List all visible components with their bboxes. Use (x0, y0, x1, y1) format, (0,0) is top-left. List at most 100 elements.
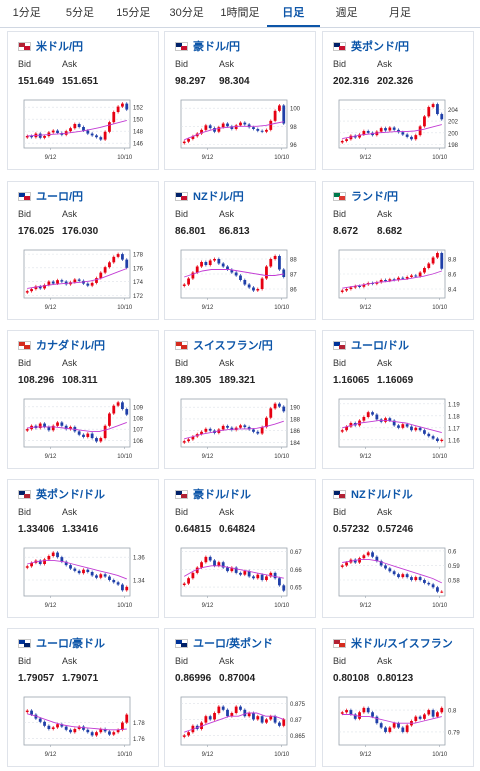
candle-body (265, 266, 268, 279)
pair-name[interactable]: 英ポンド/ドル (36, 489, 106, 501)
price-chart[interactable]: 88 87 86 9/12 10/10 (179, 248, 311, 312)
tab-timeframe[interactable]: 5分足 (65, 7, 95, 19)
price-chart[interactable]: 1.78 1.76 9/12 10/10 (22, 695, 154, 759)
candle-body (43, 721, 46, 726)
currency-card[interactable]: 米ドル/スイスフラン Bid Ask 0.80108 0.80123 0.8 0.79 9/1… (322, 628, 474, 767)
price-chart[interactable]: 0.8 0.79 9/12 10/10 (337, 695, 469, 759)
pair-name[interactable]: NZドル/円 (193, 191, 244, 203)
price-chart[interactable]: 8.8 8.6 8.4 9/12 10/10 (337, 248, 469, 312)
price-chart[interactable]: 1.19 1.18 1.17 1.16 9/12 10/10 (337, 397, 469, 461)
candle-body (405, 725, 409, 732)
candle-body (278, 256, 281, 270)
plot-frame (338, 398, 446, 448)
candle-body (423, 268, 426, 273)
candle-body (349, 710, 353, 715)
currency-card[interactable]: 英ポンド/ドル Bid Ask 1.33406 1.33416 1.36 1.34 9/12 1… (7, 479, 159, 618)
candle-body (230, 269, 234, 273)
bid-label: Bid (18, 358, 32, 368)
pair-name[interactable]: ユーロ/円 (36, 191, 84, 203)
pair-name[interactable]: ユーロ/英ポンド (193, 638, 274, 650)
price-chart[interactable]: 109 108 107 106 9/12 10/10 (22, 397, 154, 461)
pair-name[interactable]: ユーロ/豪ドル (36, 638, 106, 650)
currency-card[interactable]: ユーロ/豪ドル Bid Ask 1.79057 1.79071 1.78 1.76 9/12 1… (7, 628, 159, 767)
tab-timeframe[interactable]: 月足 (388, 7, 411, 19)
tab-timeframe[interactable]: 15分足 (116, 7, 151, 19)
tab-timeframe[interactable]: 30分足 (169, 7, 204, 19)
x-tick-label: 9/12 (360, 603, 372, 609)
currency-card[interactable]: ユーロ/英ポンド Bid Ask 0.86996 0.87004 0.875 0.87 0.8… (164, 628, 316, 767)
candle-body (239, 275, 242, 280)
price-chart[interactable]: 0.6 0.59 0.58 9/12 10/10 (337, 546, 469, 610)
pair-name[interactable]: カナダドル/円 (36, 340, 106, 352)
currency-card[interactable]: NZドル/ドル Bid Ask 0.57232 0.57246 0.6 0.59 0.58 9/… (322, 479, 474, 618)
candle-body (82, 434, 85, 437)
bid-value: 151.649 (18, 76, 55, 87)
tab-timeframe[interactable]: 1分足 (12, 7, 41, 19)
tab-timeframe[interactable]: 1時間足 (220, 7, 260, 19)
currency-card[interactable]: カナダドル/円 Bid Ask 108.296 108.311 109 108 107 106 9… (7, 330, 159, 469)
currency-card[interactable]: 豪ドル/円 Bid Ask 98.297 98.304 100 98 96 9/12 10/10 (164, 31, 316, 170)
pair-name[interactable]: 米ドル/スイスフラン (351, 638, 453, 650)
candle-body (208, 716, 212, 720)
pair-name[interactable]: NZドル/ドル (351, 489, 413, 501)
card-header: ユーロ/豪ドル (18, 636, 105, 650)
pair-name[interactable]: 米ドル/円 (36, 41, 84, 53)
candle-body (47, 725, 51, 729)
plot-frame (180, 398, 288, 448)
candle-body (226, 567, 229, 572)
y-tick-label: 0.65 (290, 586, 302, 592)
candle-body (69, 128, 72, 132)
candle-body (282, 585, 286, 591)
pair-name[interactable]: 英ポンド/円 (351, 41, 410, 53)
price-chart[interactable]: 1.36 1.34 9/12 10/10 (22, 546, 154, 610)
price-chart[interactable]: 100 98 96 9/12 10/10 (179, 98, 311, 162)
candle-body (25, 429, 29, 431)
currency-card[interactable]: ユーロ/円 Bid Ask 176.025 176.030 178 176 174 172 9/1… (7, 181, 159, 320)
candle-body (30, 710, 33, 715)
candle-body (25, 291, 29, 293)
pair-name[interactable]: スイスフラン/円 (193, 340, 273, 352)
candle-body (282, 269, 286, 277)
candle-body (191, 436, 195, 440)
candle-body (353, 714, 357, 719)
price-chart[interactable]: 152 150 148 146 9/12 10/10 (22, 98, 154, 162)
bid-value: 202.316 (333, 76, 370, 87)
currency-card[interactable]: ユーロ/ドル Bid Ask 1.16065 1.16069 1.19 1.18 1.17 1.… (322, 330, 474, 469)
pair-name[interactable]: 豪ドル/円 (193, 41, 241, 53)
candle-body (47, 426, 51, 431)
currency-card[interactable]: ランド/円 Bid Ask 8.672 8.682 8.8 8.6 8.4 9/12 10/10 (322, 181, 474, 320)
flag-icon (333, 340, 346, 350)
candle-body (99, 272, 103, 279)
price-chart[interactable]: 178 176 174 172 9/12 10/10 (22, 248, 154, 312)
currency-card[interactable]: 米ドル/円 Bid Ask 151.649 151.651 152 150 148 146 9/1… (7, 31, 159, 170)
candle-body (230, 567, 234, 572)
ask-value: 0.80123 (377, 673, 414, 684)
price-chart[interactable]: 0.67 0.66 0.65 9/12 10/10 (179, 546, 311, 610)
candle-body (353, 135, 357, 138)
candle-body (95, 278, 98, 283)
card-header: NZドル/ドル (333, 487, 413, 501)
candle-body (427, 582, 431, 585)
currency-card[interactable]: NZドル/円 Bid Ask 86.801 86.813 88 87 86 9/12 10/10 (164, 181, 316, 320)
currency-card[interactable]: スイスフラン/円 Bid Ask 189.305 189.321 190 188 186 184… (164, 330, 316, 469)
pair-name[interactable]: 豪ドル/ドル (193, 489, 252, 501)
candle-body (226, 709, 229, 717)
tab-timeframe[interactable]: 週足 (335, 7, 358, 19)
price-chart[interactable]: 0.875 0.87 0.865 9/12 10/10 (179, 695, 311, 759)
pair-name[interactable]: ランド/円 (351, 191, 399, 203)
candle-body (384, 565, 387, 569)
currency-card[interactable]: 英ポンド/円 Bid Ask 202.316 202.326 204 202 200 198 9/… (322, 31, 474, 170)
candle-body (25, 136, 29, 138)
tab-timeframe[interactable]: 日足 (266, 0, 320, 27)
plot-frame (23, 547, 131, 597)
candle-body (103, 425, 107, 439)
price-chart[interactable]: 204 202 200 198 9/12 10/10 (337, 98, 469, 162)
price-chart[interactable]: 190 188 186 184 9/12 10/10 (179, 397, 311, 461)
pair-name[interactable]: ユーロ/ドル (351, 340, 410, 352)
currency-card[interactable]: 豪ドル/ドル Bid Ask 0.64815 0.64824 0.67 0.66 0.65 9/… (164, 479, 316, 618)
candle-body (90, 732, 94, 736)
candle-body (234, 272, 238, 276)
candle-body (103, 131, 107, 140)
candle-body (243, 571, 247, 575)
candle-body (362, 707, 366, 713)
